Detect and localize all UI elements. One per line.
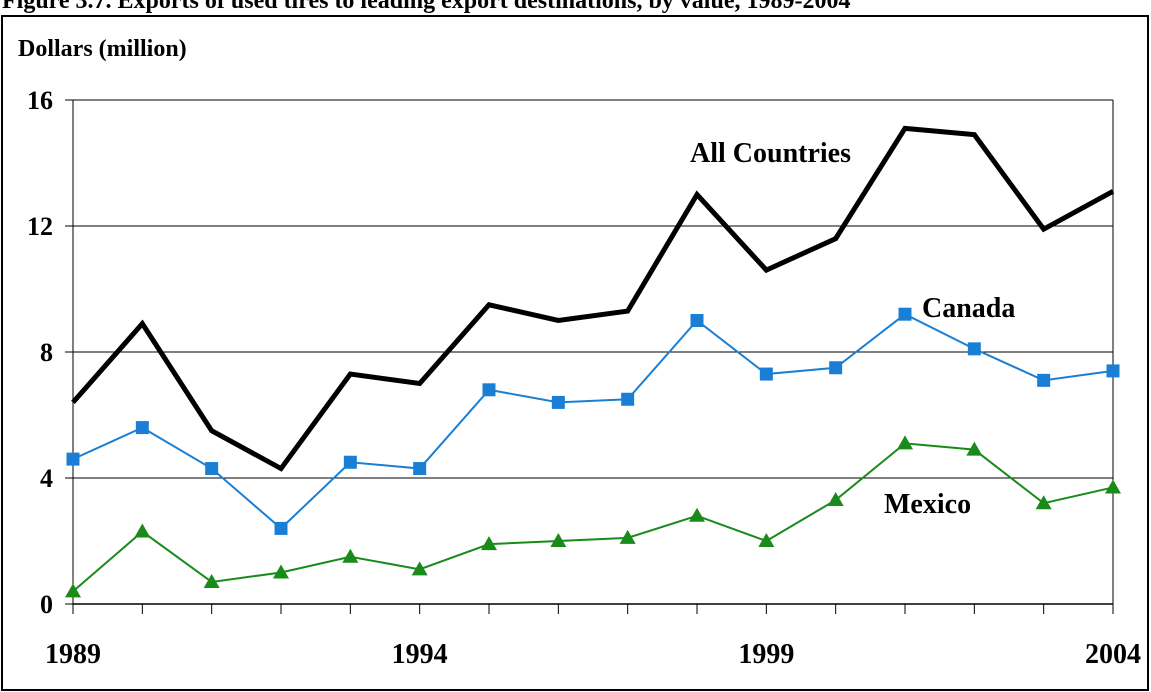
x-tick-label: 1999 [738, 639, 794, 670]
x-tick-label: 2004 [1085, 639, 1141, 670]
series-line-canada [72, 313, 1114, 530]
data-point-triangle [342, 548, 359, 563]
data-point-triangle [203, 573, 220, 588]
data-point-triangle [1035, 495, 1052, 510]
x-tick-label: 1989 [45, 639, 101, 670]
figure-title: Figure 3.7. Exports of used tires to lea… [2, 0, 851, 14]
data-point-triangle [689, 507, 705, 522]
series-label: All Countries [690, 138, 851, 169]
data-point-square [1037, 373, 1051, 387]
y-axis-label: Dollars (million) [18, 36, 187, 62]
series-line-all-countries [71, 125, 1115, 472]
data-point-square [967, 342, 981, 356]
data-point-triangle [481, 536, 497, 551]
data-point-triangle [550, 533, 567, 547]
data-point-triangle [619, 529, 636, 544]
data-point-triangle [966, 441, 983, 456]
y-tick-label: 4 [40, 464, 53, 493]
data-point-square [898, 307, 912, 321]
data-point-triangle [1105, 479, 1121, 494]
data-point-square [551, 395, 565, 409]
y-tick-label: 0 [40, 590, 53, 619]
data-point-square [759, 367, 773, 381]
data-point-triangle [411, 561, 428, 576]
series-line-mexico [72, 442, 1114, 593]
data-point-triangle [897, 435, 913, 450]
data-point-square [135, 421, 149, 435]
data-point-square [274, 521, 288, 535]
data-point-square [829, 361, 843, 375]
series-label: Canada [922, 293, 1015, 324]
data-point-triangle [65, 583, 81, 598]
data-point-square [1106, 364, 1120, 378]
data-point-square [413, 462, 427, 476]
data-point-square [205, 462, 219, 476]
y-tick-label: 8 [40, 338, 53, 367]
data-point-square [482, 383, 496, 397]
x-tick-label: 1994 [392, 639, 448, 670]
data-point-square [621, 392, 635, 406]
data-point-square [690, 314, 704, 327]
chart-frame [1, 15, 1149, 691]
data-point-triangle [134, 523, 151, 538]
data-point-triangle [827, 492, 844, 507]
data-point-triangle [758, 533, 775, 547]
data-point-square [343, 455, 357, 469]
y-tick-label: 16 [27, 86, 53, 115]
y-tick-label: 12 [27, 212, 53, 241]
data-point-square [66, 452, 80, 466]
series-label: Mexico [884, 489, 971, 520]
data-point-triangle [273, 564, 289, 579]
